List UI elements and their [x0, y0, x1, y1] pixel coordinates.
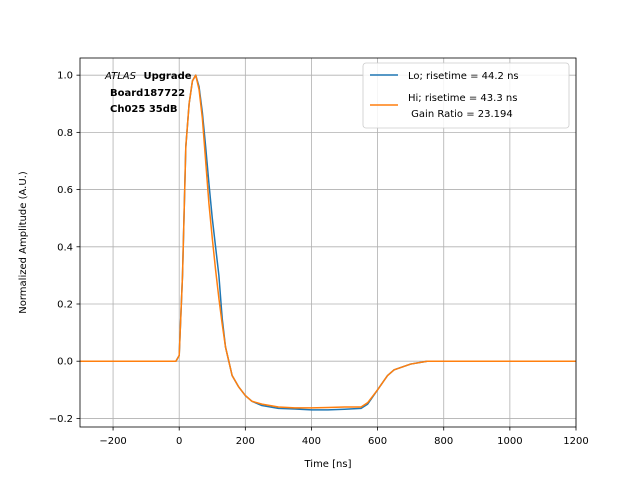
annotation-line-2: Board187722: [110, 88, 185, 99]
x-tick-label: 1200: [563, 436, 588, 447]
x-tick-label: 400: [302, 436, 321, 447]
x-tick-label: 1000: [497, 436, 522, 447]
y-tick-label: 0.6: [57, 185, 73, 196]
y-tick-label: −0.2: [49, 414, 73, 425]
annotation-upgrade: Upgrade: [143, 71, 191, 82]
x-tick-label: 0: [176, 436, 182, 447]
x-tick-label: 600: [368, 436, 387, 447]
annotation: ATLAS Upgrade Board187722 Ch025 35dB: [104, 71, 192, 115]
x-tick-label: 200: [236, 436, 255, 447]
y-tick-label: 0.2: [57, 300, 73, 311]
legend-label-lo: Lo; risetime = 44.2 ns: [408, 71, 519, 82]
x-tick-label: −200: [99, 436, 126, 447]
annotation-atlas: ATLAS: [104, 71, 137, 82]
annotation-line-1: ATLAS Upgrade: [104, 71, 192, 82]
legend-label-gain-ratio: Gain Ratio = 23.194: [408, 109, 513, 120]
annotation-line-3: Ch025 35dB: [110, 104, 178, 115]
series-layer: [80, 74, 576, 411]
series-line-hi: [80, 74, 576, 409]
x-axis-label: Time [ns]: [303, 459, 351, 470]
y-tick-label: 0.0: [57, 357, 73, 368]
y-axis-label: Normalized Amplitude (A.U.): [18, 171, 29, 314]
plot-frame: [79, 57, 577, 428]
x-tick-label: 800: [434, 436, 453, 447]
legend-label-hi: Hi; risetime = 43.3 ns: [408, 93, 517, 104]
y-axis: −0.2 0.0 0.2 0.4 0.6 0.8 1.0: [49, 71, 80, 425]
y-tick-label: 0.8: [57, 128, 73, 139]
y-tick-label: 1.0: [57, 71, 73, 82]
x-axis: −200 0 200 400 600 800 1000 1200: [99, 427, 589, 447]
legend-box: [362, 62, 570, 129]
y-tick-label: 0.4: [57, 242, 73, 253]
legend: Lo; risetime = 44.2 ns Hi; risetime = 43…: [362, 62, 570, 129]
